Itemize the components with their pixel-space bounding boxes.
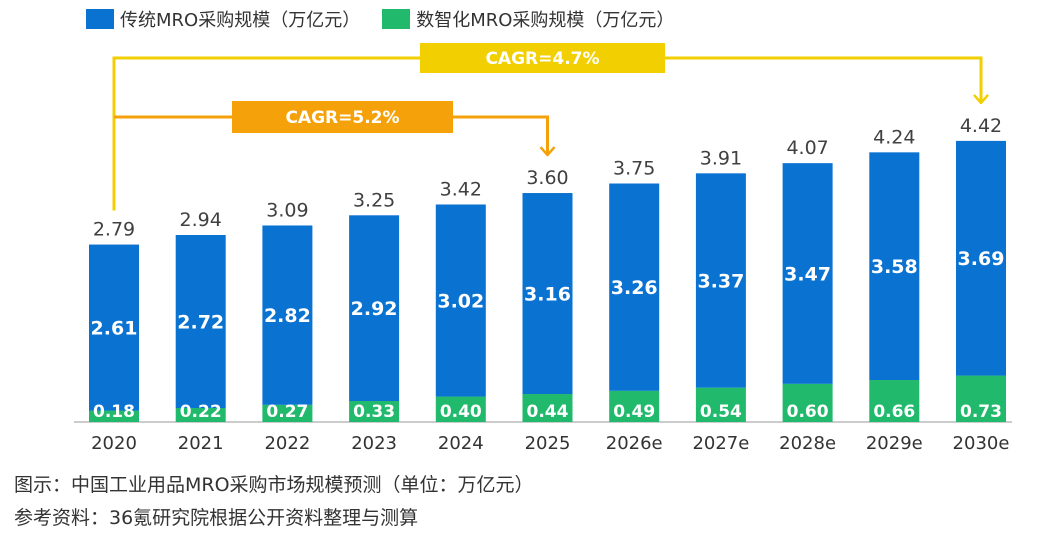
label-traditional-2030e: 3.69 bbox=[958, 248, 1005, 270]
bar-digital-2025 bbox=[522, 394, 573, 422]
label-traditional-2021: 2.72 bbox=[177, 312, 224, 334]
bar-traditional-2020 bbox=[89, 244, 139, 411]
x-tick-2029e: 2029e bbox=[866, 433, 923, 454]
label-total-2029e: 4.24 bbox=[873, 126, 915, 148]
x-tick-2021: 2021 bbox=[178, 433, 224, 454]
legend-label-digital: 数智化MRO采购规模（万亿元） bbox=[416, 10, 675, 31]
bar-digital-2030e bbox=[956, 375, 1006, 422]
label-total-2025: 3.60 bbox=[526, 167, 568, 189]
x-tick-2028e: 2028e bbox=[779, 433, 836, 454]
x-tick-2024: 2024 bbox=[438, 433, 484, 454]
label-total-2024: 3.42 bbox=[440, 178, 482, 200]
label-total-2027e: 3.91 bbox=[700, 147, 742, 169]
label-digital-2020: 0.18 bbox=[93, 402, 135, 422]
legend-item-traditional: 传统MRO采购规模（万亿元） bbox=[86, 6, 360, 32]
legend: 传统MRO采购规模（万亿元） 数智化MRO采购规模（万亿元） bbox=[86, 6, 696, 32]
label-digital-2028e: 0.60 bbox=[787, 402, 829, 422]
legend-item-digital: 数智化MRO采购规模（万亿元） bbox=[382, 6, 674, 32]
bar-traditional-2021 bbox=[175, 235, 226, 409]
label-total-2023: 3.25 bbox=[353, 189, 395, 211]
cagr-2020-2025-box bbox=[232, 101, 453, 133]
label-traditional-2023: 2.92 bbox=[351, 298, 398, 320]
x-tick-2030e: 2030e bbox=[953, 433, 1010, 454]
bar-digital-2023 bbox=[349, 401, 400, 422]
x-tick-2023: 2023 bbox=[351, 433, 397, 454]
bar-digital-2028e bbox=[782, 383, 833, 422]
x-tick-2022: 2022 bbox=[264, 433, 310, 454]
label-digital-2023: 0.33 bbox=[353, 402, 395, 422]
bar-digital-2027e bbox=[695, 387, 746, 422]
label-digital-2024: 0.40 bbox=[440, 402, 482, 422]
label-digital-2027e: 0.54 bbox=[700, 402, 742, 422]
label-digital-2029e: 0.66 bbox=[873, 402, 915, 422]
label-digital-2026e: 0.49 bbox=[613, 402, 655, 422]
bar-digital-2024 bbox=[435, 396, 486, 422]
bar-digital-2029e bbox=[869, 380, 920, 422]
label-digital-2022: 0.27 bbox=[266, 402, 308, 422]
bar-digital-2026e bbox=[609, 390, 660, 422]
legend-label-traditional: 传统MRO采购规模（万亿元） bbox=[120, 10, 361, 31]
bar-digital-2021 bbox=[175, 408, 226, 422]
x-tick-2026e: 2026e bbox=[606, 433, 663, 454]
x-tick-2025: 2025 bbox=[525, 433, 571, 454]
label-digital-2030e: 0.73 bbox=[960, 402, 1002, 422]
cagr-2020-2025-label: CAGR=5.2% bbox=[285, 108, 399, 128]
bar-digital-2022 bbox=[262, 404, 313, 422]
bar-traditional-2028e bbox=[782, 163, 833, 384]
bar-traditional-2027e bbox=[695, 173, 746, 388]
label-digital-2025: 0.44 bbox=[527, 402, 569, 422]
label-traditional-2027e: 3.37 bbox=[697, 270, 744, 292]
label-total-2030e: 4.42 bbox=[960, 115, 1002, 137]
bar-traditional-2025 bbox=[522, 193, 573, 395]
bar-traditional-2030e bbox=[956, 140, 1006, 376]
label-traditional-2029e: 3.58 bbox=[871, 256, 918, 278]
label-total-2020: 2.79 bbox=[93, 219, 135, 241]
label-traditional-2020: 2.61 bbox=[91, 318, 138, 340]
label-traditional-2026e: 3.26 bbox=[611, 277, 658, 299]
cagr-2020-2025-arrowhead bbox=[539, 146, 556, 157]
label-traditional-2024: 3.02 bbox=[437, 291, 484, 313]
label-total-2021: 2.94 bbox=[180, 209, 222, 231]
bar-traditional-2029e bbox=[869, 152, 920, 381]
bar-traditional-2023 bbox=[349, 215, 400, 402]
bar-traditional-2024 bbox=[435, 204, 486, 397]
legend-swatch-traditional bbox=[86, 9, 114, 29]
x-tick-2027e: 2027e bbox=[692, 433, 749, 454]
label-total-2022: 3.09 bbox=[266, 199, 308, 221]
label-total-2026e: 3.75 bbox=[613, 158, 655, 180]
x-tick-2020: 2020 bbox=[91, 433, 137, 454]
legend-swatch-digital bbox=[382, 9, 411, 29]
bar-traditional-2022 bbox=[262, 225, 313, 405]
source-note: 参考资料：36氪研究院根据公开资料整理与测算 bbox=[14, 507, 419, 529]
label-total-2028e: 4.07 bbox=[786, 137, 828, 159]
cagr-2020-2030-arrowhead bbox=[973, 94, 989, 105]
bar-digital-2020 bbox=[89, 410, 139, 422]
cagr-2020-2030-box bbox=[420, 43, 665, 73]
label-digital-2021: 0.22 bbox=[180, 402, 222, 422]
bar-traditional-2026e bbox=[609, 183, 660, 391]
chart-caption: 图示：中国工业用品MRO采购市场规模预测（单位：万亿元） bbox=[14, 474, 534, 496]
label-traditional-2025: 3.16 bbox=[524, 284, 571, 306]
label-traditional-2028e: 3.47 bbox=[784, 263, 831, 285]
label-traditional-2022: 2.82 bbox=[264, 305, 311, 327]
cagr-2020-2030-label: CAGR=4.7% bbox=[485, 49, 599, 69]
